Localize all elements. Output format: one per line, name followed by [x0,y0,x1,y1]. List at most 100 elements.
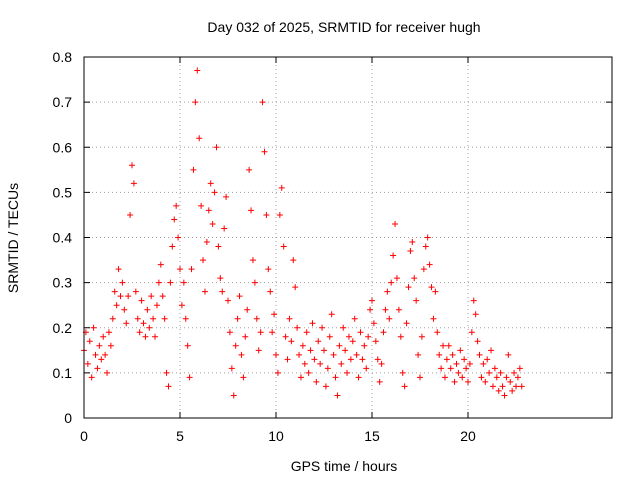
data-point [294,324,301,331]
data-point [509,387,516,394]
data-point [503,374,510,381]
data-point [282,333,289,340]
y-axis-label: SRMTID / TECUs [5,183,21,293]
data-point [207,180,214,187]
data-point [338,360,345,367]
data-point [102,351,109,358]
data-point [478,374,485,381]
data-point [121,306,128,313]
data-point [415,351,422,358]
data-point [397,333,404,340]
data-point [322,383,329,390]
x-tick-label: 5 [176,428,184,444]
data-point [505,351,512,358]
data-point [357,329,364,336]
data-point [370,320,377,327]
data-point [319,324,326,331]
data-point [117,293,124,300]
data-point [217,275,224,282]
data-point [401,383,408,390]
y-tick-label: 0.5 [53,184,73,200]
data-point [244,306,251,313]
data-point [148,293,155,300]
data-point [511,369,518,376]
data-point [140,320,147,327]
data-point [271,311,278,318]
data-point [349,338,356,345]
data-point [297,374,304,381]
data-point [311,356,318,363]
data-point [173,202,180,209]
data-point [468,329,475,336]
data-point [155,279,162,286]
data-point [417,374,423,381]
data-point [248,207,255,214]
data-point [267,288,274,295]
data-point [395,306,402,313]
data-point [123,320,130,327]
data-point [194,67,201,74]
data-point [334,392,341,399]
data-point [488,347,495,354]
data-point [92,351,99,358]
data-point [516,365,523,372]
data-point [424,234,431,241]
data-point [196,135,203,142]
x-tick-label: 15 [364,428,380,444]
data-point [274,369,281,376]
data-point [418,333,425,340]
data-point [422,243,429,250]
x-axis-label: GPS time / hours [291,458,398,474]
data-point [119,279,126,286]
data-point [100,333,107,340]
data-point [409,239,416,246]
x-tick-label: 10 [268,428,284,444]
data-point [453,360,460,367]
data-point [180,279,187,286]
data-point [111,288,118,295]
data-point [138,297,145,304]
data-point [221,225,228,232]
data-point [290,257,297,264]
data-point [447,365,454,372]
data-point [98,356,105,363]
data-point [514,374,521,381]
data-point [259,99,266,106]
data-point [386,315,393,322]
data-point [474,338,481,345]
y-tick-label: 0.2 [53,320,73,336]
data-point [491,365,498,372]
data-point [372,338,379,345]
data-point [175,234,182,241]
data-point [240,374,247,381]
data-point [169,243,176,250]
data-point [365,333,372,340]
data-point [328,311,335,318]
data-point [441,374,448,381]
data-point [88,374,95,381]
data-point [501,392,508,399]
data-point [249,257,256,264]
data-point [513,383,519,390]
data-point [324,365,331,372]
data-point [200,257,207,264]
data-point [301,360,308,367]
data-point [463,365,470,372]
data-point [226,329,233,336]
data-point [90,324,97,331]
data-point [167,279,174,286]
data-point [209,220,216,227]
data-point [127,211,134,218]
data-point [363,365,370,372]
data-point [146,324,153,331]
data-point [369,297,375,304]
data-point [489,383,496,390]
data-point [378,360,385,367]
gridlines [84,57,612,418]
data-point [440,342,447,349]
data-point [296,351,303,358]
data-point [163,369,170,376]
data-point [376,378,383,385]
data-point [347,356,354,363]
